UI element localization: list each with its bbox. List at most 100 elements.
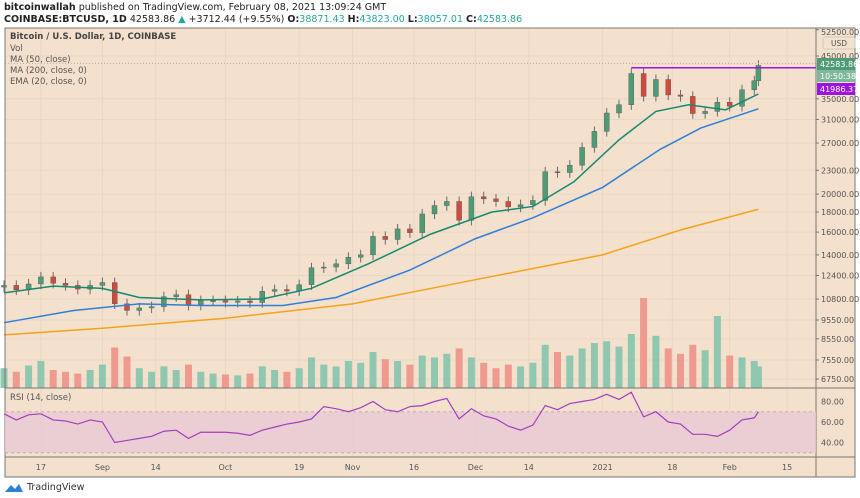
- cloud-icon: [5, 484, 23, 492]
- volume-bar: [738, 357, 746, 388]
- date-tick-label: Nov: [345, 463, 361, 472]
- volume-bar: [74, 373, 82, 388]
- volume-bar: [726, 355, 734, 388]
- candle: [554, 171, 561, 173]
- volume-bar: [754, 366, 762, 388]
- candle: [259, 291, 265, 303]
- volume-bar: [172, 370, 180, 388]
- candle: [358, 254, 364, 258]
- legend-rsi[interactable]: RSI (14, close): [10, 393, 72, 403]
- rsi-line: [3, 391, 759, 444]
- publish-info: bitcoinwallah published on TradingView.c…: [4, 2, 386, 13]
- legend-title: Bitcoin / U.S. Dollar, 1D, COINBASE: [10, 32, 177, 42]
- volume-bar: [640, 298, 648, 388]
- legend-vol[interactable]: Vol: [10, 44, 23, 54]
- volume-bar: [541, 344, 549, 388]
- candle: [517, 204, 524, 208]
- legend-ma50[interactable]: MA (50, close): [10, 55, 71, 65]
- date-tick-label: Dec: [468, 463, 483, 472]
- volume-bar: [517, 366, 525, 388]
- brand-text: TradingView: [27, 481, 85, 493]
- candle: [111, 282, 118, 305]
- volume-bar: [86, 370, 94, 388]
- volume-bar: [25, 365, 33, 388]
- author[interactable]: bitcoinwallah: [4, 2, 76, 13]
- price-tick-label: 7550.00: [821, 356, 854, 365]
- date-tick-label: Feb: [723, 463, 737, 472]
- volume-bar: [492, 368, 500, 388]
- candle: [591, 131, 598, 148]
- countdown-tag-bg: [817, 70, 855, 82]
- price-tick-label: 20000.00: [821, 190, 859, 199]
- last-price: 42583.86: [129, 14, 176, 25]
- volume-bar: [689, 344, 697, 388]
- candle: [653, 79, 659, 97]
- candle: [714, 102, 721, 112]
- candle: [481, 196, 487, 200]
- up-arrow-icon: ▲: [178, 14, 186, 25]
- volume-bar: [554, 352, 561, 388]
- volume-bar: [455, 348, 463, 388]
- price-tick-label: 52500.00: [821, 28, 859, 37]
- open-label: O:: [287, 14, 300, 25]
- open-value: 38871.43: [299, 14, 345, 25]
- rsi-tick-label: 60.00: [821, 418, 844, 427]
- volume-bar: [197, 371, 205, 388]
- candle: [308, 267, 315, 285]
- candle: [419, 213, 425, 233]
- volume-bar: [283, 371, 291, 388]
- tradingview-logo[interactable]: TradingView: [4, 481, 84, 493]
- volume-bar: [98, 364, 106, 388]
- low-value: 38057.01: [417, 14, 463, 25]
- volume-bar: [603, 341, 611, 388]
- last-price-tag: 42583.86: [820, 60, 858, 69]
- candle: [161, 296, 167, 307]
- volume-bar: [160, 366, 168, 388]
- candle: [444, 201, 450, 206]
- volume-bar: [258, 366, 266, 388]
- date-tick-label: 14: [524, 463, 534, 472]
- candle: [173, 294, 179, 297]
- level-price-tag: 41986.37: [820, 85, 858, 94]
- candle: [702, 111, 708, 114]
- price-tick-label: 35000.00: [821, 95, 859, 104]
- candle: [493, 198, 499, 202]
- ema20-line: [3, 93, 759, 301]
- volume-bar: [750, 361, 758, 388]
- legend-ma200[interactable]: MA (200, close, 0): [10, 66, 87, 76]
- date-tick-label: 17: [36, 463, 46, 472]
- candle: [222, 300, 229, 303]
- volume-bar: [467, 357, 475, 388]
- candle: [234, 300, 241, 303]
- candle: [210, 300, 216, 302]
- close-value: 42583.86: [476, 14, 523, 25]
- price-tick-label: 14000.00: [821, 251, 859, 260]
- level-price-tag-bg: [817, 83, 855, 95]
- currency-box: [822, 36, 856, 50]
- volume-bar: [713, 316, 721, 388]
- date-tick-label: 16: [409, 463, 419, 472]
- legend-ema20[interactable]: EMA (20, close, 0): [10, 77, 87, 87]
- volume-bar: [566, 355, 574, 388]
- price-tick-label: 23000.00: [821, 166, 859, 175]
- candle: [38, 276, 44, 285]
- volume-bar: [357, 362, 365, 388]
- volume-bar: [332, 366, 340, 388]
- volume-bar: [394, 361, 402, 388]
- candle: [456, 201, 462, 221]
- candle: [542, 171, 548, 201]
- volume-bar: [480, 362, 488, 388]
- volume-bar: [12, 371, 20, 388]
- axis-background: [816, 28, 855, 477]
- price-tick-label: 9550.00: [821, 316, 854, 325]
- volume-bar: [664, 348, 672, 388]
- volume-bar: [308, 357, 315, 388]
- candle: [665, 79, 671, 96]
- price-tick-label: 31000.00: [821, 115, 859, 124]
- candle: [407, 228, 413, 233]
- volume-bar: [271, 370, 279, 388]
- change: +3712.44 (+9.55%): [188, 14, 285, 25]
- volume-bar: [234, 375, 242, 388]
- countdown-tag: 10:50:38: [820, 72, 856, 81]
